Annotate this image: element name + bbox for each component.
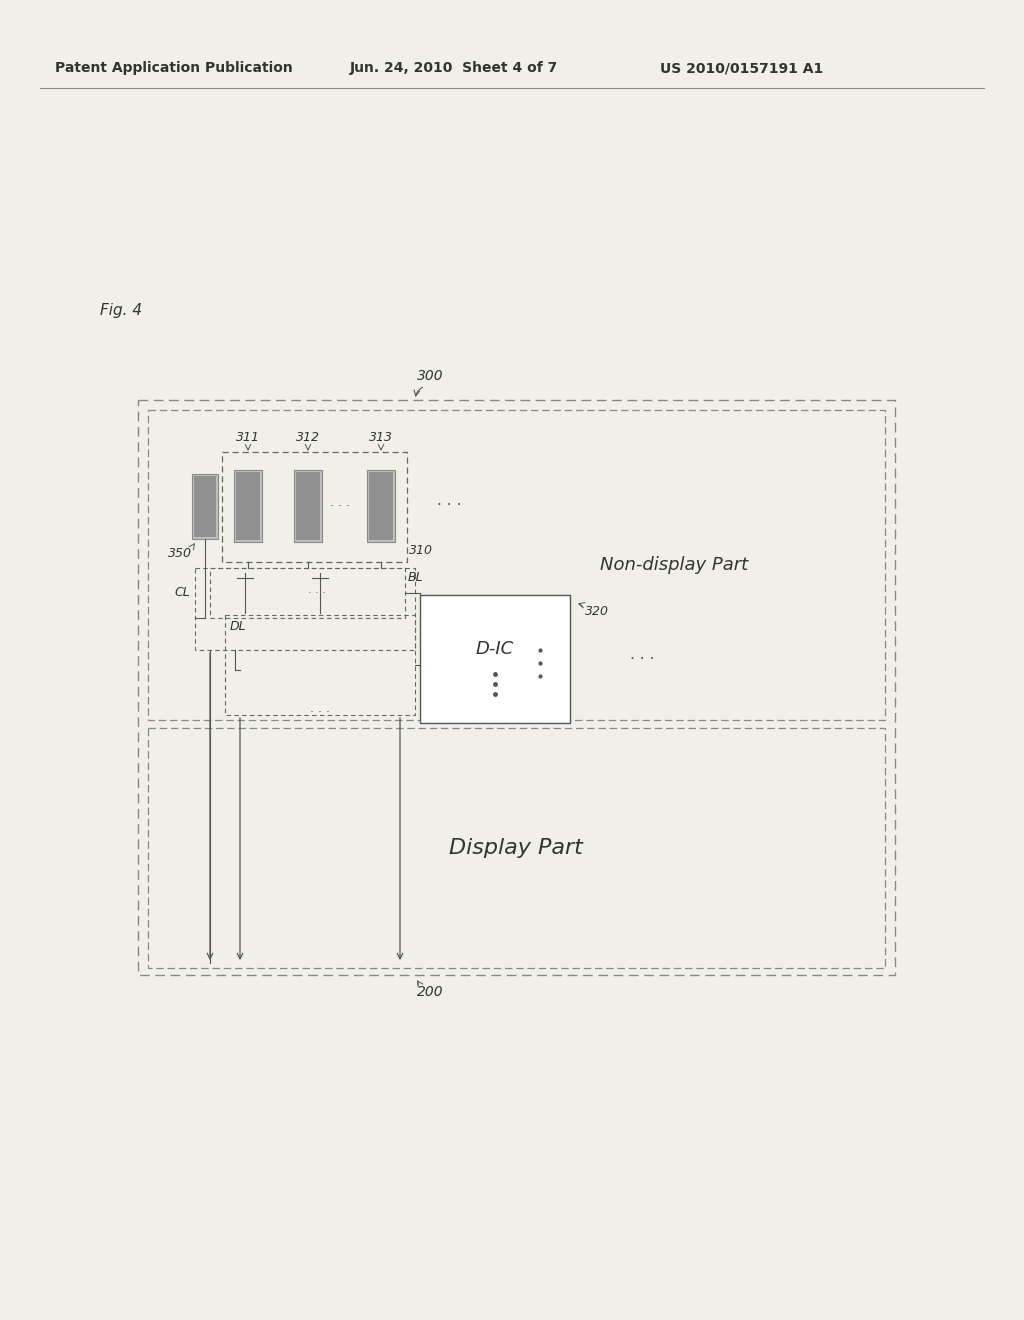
Text: 311: 311 [236,432,260,444]
Bar [234,470,262,543]
Text: 313: 313 [369,432,393,444]
Bar [294,470,322,543]
Text: 350: 350 [168,546,193,560]
Text: Patent Application Publication: Patent Application Publication [55,61,293,75]
Bar [148,729,885,968]
Text: BL: BL [408,572,424,583]
Text: · · ·: · · · [437,499,462,513]
Text: Fig. 4: Fig. 4 [100,302,142,318]
Bar [236,473,260,540]
Bar [222,451,407,562]
Bar [194,477,216,537]
Text: 312: 312 [296,432,319,444]
Bar [420,595,570,723]
Text: · · ·: · · · [630,652,654,667]
Text: 320: 320 [585,605,609,618]
Bar [195,568,415,649]
Bar [210,568,406,618]
Text: 300: 300 [417,370,443,383]
Bar [296,473,319,540]
Bar [138,400,895,975]
Text: 200: 200 [417,985,443,999]
Text: Jun. 24, 2010  Sheet 4 of 7: Jun. 24, 2010 Sheet 4 of 7 [350,61,558,75]
Text: · · ·: · · · [308,587,326,598]
Text: US 2010/0157191 A1: US 2010/0157191 A1 [660,61,823,75]
Text: DL: DL [230,620,247,634]
Text: · · ·: · · · [310,706,330,719]
Bar [225,615,415,715]
Bar [148,411,885,719]
Text: D-IC: D-IC [476,640,514,657]
Bar [367,470,395,543]
Text: · · ·: · · · [330,499,350,512]
Bar [369,473,393,540]
Text: Non-display Part: Non-display Part [600,556,749,574]
Text: 310: 310 [409,544,433,557]
Text: Display Part: Display Part [450,838,583,858]
Text: CL: CL [174,586,190,599]
Bar [193,474,218,539]
